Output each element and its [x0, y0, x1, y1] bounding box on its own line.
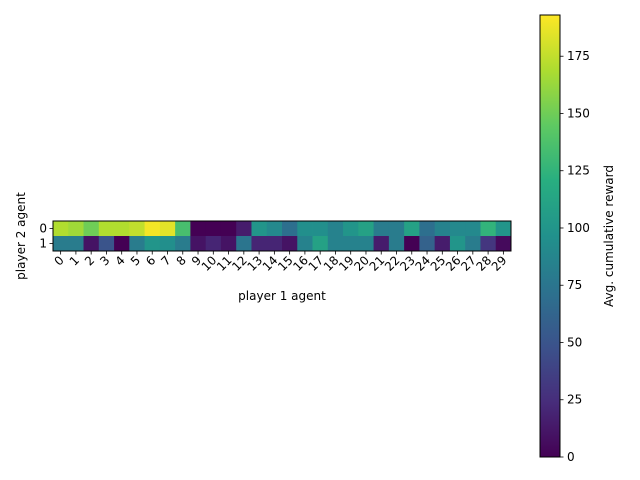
- x-tick-label: 0: [51, 253, 66, 268]
- y-tick-label: 1: [39, 237, 47, 251]
- heatmap-cell: [190, 236, 207, 252]
- heatmap-cell: [83, 236, 100, 252]
- heatmap-cell: [129, 236, 145, 252]
- heatmap-cell: [175, 236, 191, 252]
- heatmap-cell: [495, 221, 512, 237]
- heatmap-cells: [53, 221, 512, 252]
- heatmap-cell: [449, 236, 466, 252]
- heatmap-cell: [388, 221, 405, 237]
- colorbar: [539, 14, 561, 458]
- heatmap-cell: [159, 221, 176, 237]
- heatmap-cell: [68, 221, 84, 237]
- x-tick-label: 7: [158, 253, 173, 268]
- heatmap-cell: [434, 221, 451, 237]
- heatmap-cell: [343, 221, 359, 237]
- x-axis-label: player 1 agent: [238, 289, 326, 303]
- y-tick-label: 0: [39, 222, 47, 236]
- heatmap-cell: [297, 221, 313, 237]
- heatmap-cell: [83, 221, 100, 237]
- heatmap-cell: [312, 221, 329, 237]
- heatmap-cell: [404, 236, 420, 252]
- x-tick-label: 3: [97, 253, 112, 268]
- heatmap-cell: [144, 236, 161, 252]
- heatmap-cell: [236, 236, 252, 252]
- y-axis-ticks: 01: [39, 222, 53, 251]
- heatmap-cell: [449, 221, 466, 237]
- heatmap-cell: [388, 236, 405, 252]
- x-tick-label: 2: [82, 253, 97, 268]
- heatmap-cell: [220, 221, 237, 237]
- x-tick-label: 4: [113, 253, 128, 268]
- heatmap-cell: [373, 236, 390, 252]
- colorbar-tick-label: 50: [567, 335, 582, 349]
- heatmap-cell: [343, 236, 359, 252]
- y-axis-label: player 2 agent: [14, 192, 28, 280]
- heatmap-cell: [434, 236, 451, 252]
- colorbar-tick-label: 125: [567, 164, 590, 178]
- heatmap-cell: [144, 221, 161, 237]
- x-tick-label: 29: [489, 253, 510, 274]
- x-axis-ticks: 0 1 2 3 4 5 6 7 8 9101112131415161718192021222324…: [51, 251, 509, 274]
- heatmap-cell: [266, 236, 283, 252]
- heatmap-cell: [480, 221, 497, 237]
- heatmap-cell: [53, 236, 69, 252]
- heatmap-cell: [419, 221, 436, 237]
- x-tick-label: 6: [143, 253, 158, 268]
- heatmap-cell: [53, 221, 69, 237]
- heatmap-cell: [495, 236, 512, 252]
- colorbar-ticks: 0 25 50 75 100 125 150 175: [560, 49, 590, 464]
- heatmap-cell: [465, 221, 481, 237]
- heatmap-cell: [266, 221, 283, 237]
- heatmap-cell: [68, 236, 84, 252]
- heatmap-cell: [282, 236, 298, 252]
- heatmap-cell: [190, 221, 207, 237]
- heatmap-cell: [114, 221, 130, 237]
- heatmap-cell: [251, 236, 268, 252]
- heatmap-cell: [312, 236, 329, 252]
- x-tick-label: 8: [174, 253, 189, 268]
- colorbar-tick-label: 75: [567, 278, 582, 292]
- heatmap-cell: [98, 236, 115, 252]
- colorbar-tick-label: 175: [567, 49, 590, 63]
- heatmap-cell: [358, 221, 374, 237]
- colorbar-tick-label: 150: [567, 106, 590, 120]
- heatmap-cell: [358, 236, 374, 252]
- heatmap-cell: [175, 221, 191, 237]
- heatmap-cell: [282, 221, 298, 237]
- heatmap-cell: [373, 221, 390, 237]
- heatmap-cell: [220, 236, 237, 252]
- heatmap-cell: [129, 221, 145, 237]
- colorbar-tick-label: 0: [567, 450, 575, 464]
- heatmap-cell: [205, 236, 222, 252]
- heatmap-cell: [159, 236, 176, 252]
- x-tick-label: 5: [128, 253, 143, 268]
- heatmap-cell: [327, 236, 344, 252]
- heatmap-cell: [114, 236, 130, 252]
- heatmap-cell: [465, 236, 481, 252]
- heatmap-cell: [480, 236, 497, 252]
- heatmap-cell: [98, 221, 115, 237]
- colorbar-tick-label: 100: [567, 221, 590, 235]
- heatmap-frame: [52, 220, 512, 252]
- x-tick-label: 1: [67, 253, 82, 268]
- heatmap-cell: [404, 221, 420, 237]
- heatmap-cell: [327, 221, 344, 237]
- heatmap-cell: [205, 221, 222, 237]
- heatmap-cell: [297, 236, 313, 252]
- heatmap-cell: [419, 236, 436, 252]
- colorbar-tick-label: 25: [567, 393, 582, 407]
- heatmap-cell: [251, 221, 268, 237]
- heatmap-cell: [236, 221, 252, 237]
- colorbar-label: Avg. cumulative reward: [602, 165, 616, 307]
